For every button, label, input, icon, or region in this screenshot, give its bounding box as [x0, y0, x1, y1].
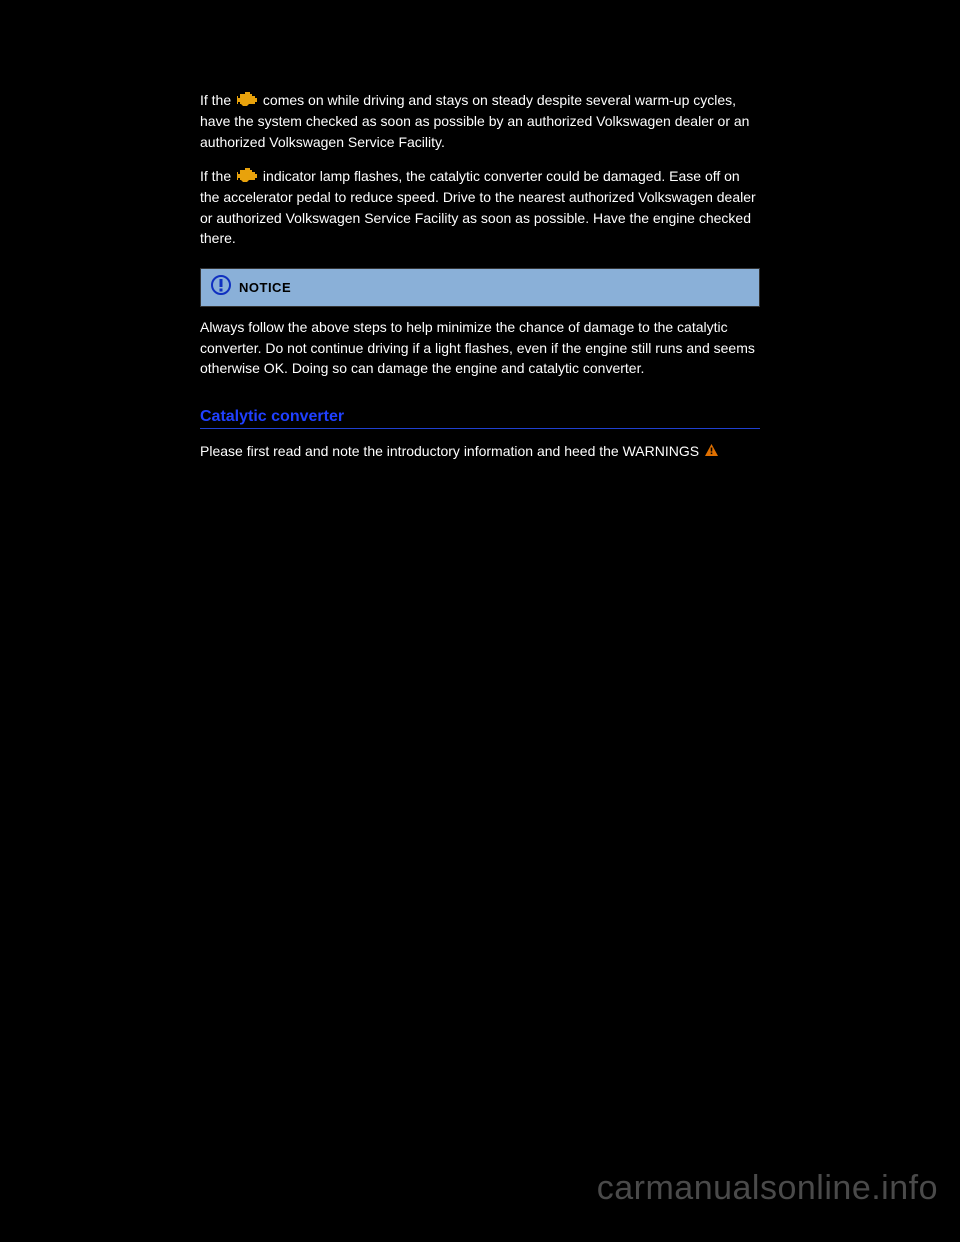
notice-callout-header: NOTICE — [200, 268, 760, 307]
paragraph-mil-flash: If the indicator lamp flashes, the catal… — [200, 166, 760, 248]
notice-label: NOTICE — [239, 280, 291, 295]
notice-body-text: Always follow the above steps to help mi… — [200, 317, 760, 378]
paragraph-mil-steady: If the comes on while driving and stays … — [200, 90, 760, 152]
watermark-text: carmanualsonline.info — [597, 1169, 938, 1208]
notice-icon — [211, 275, 231, 300]
engine-icon — [237, 167, 257, 187]
warning-intro-line: Please first read and note the introduct… — [200, 441, 760, 461]
section-heading: Catalytic converter — [200, 408, 760, 426]
text-fragment: If the — [200, 168, 235, 184]
text-fragment: Please first read and note the introduct… — [200, 443, 703, 459]
warning-triangle-icon — [705, 441, 718, 461]
document-page: If the comes on while driving and stays … — [0, 0, 960, 462]
engine-icon — [237, 91, 257, 111]
text-fragment: indicator lamp flashes, the catalytic co… — [200, 168, 756, 246]
text-fragment: comes on while driving and stays on stea… — [200, 92, 749, 150]
text-fragment: If the — [200, 92, 235, 108]
section-heading-rule: Catalytic converter — [200, 408, 760, 429]
